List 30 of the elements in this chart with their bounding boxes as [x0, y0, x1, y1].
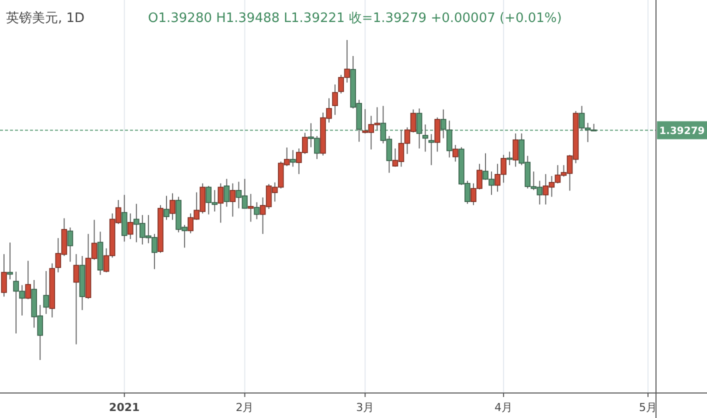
x-tick-label: 2021	[109, 401, 140, 414]
x-tick-label: 3月	[356, 401, 374, 414]
chart-subtitle: O1.39280 H1.39488 L1.39221 收=1.39279 +0.00007 (+0.01%)	[148, 11, 562, 26]
candlestick	[67, 227, 74, 262]
candlestick	[121, 194, 128, 242]
candlestick	[248, 193, 254, 222]
x-tick-label: 5月	[639, 401, 657, 414]
candlestick	[25, 260, 31, 300]
candlestick	[332, 84, 338, 116]
chart-title: 英镑美元, 1D	[6, 10, 85, 26]
candlestick	[290, 150, 296, 168]
candlestick	[7, 242, 13, 280]
candlestick	[230, 182, 236, 218]
candlestick	[164, 195, 170, 220]
candlestick	[224, 178, 230, 208]
x-tick-label: 2月	[236, 401, 254, 414]
candlestick	[218, 182, 224, 224]
candlestick	[170, 192, 176, 220]
candlestick	[506, 151, 512, 166]
candlestick	[452, 144, 458, 162]
candlestick	[512, 132, 518, 168]
price-tag: 1.39279	[657, 121, 707, 140]
x-tick-label: 4月	[494, 401, 513, 414]
candlestick	[43, 270, 50, 314]
candlestick	[428, 134, 434, 166]
candlestick	[127, 212, 134, 240]
candlestick	[434, 116, 440, 152]
candlestick	[73, 254, 80, 345]
candlestick	[254, 202, 260, 220]
candlestick	[1, 254, 7, 298]
